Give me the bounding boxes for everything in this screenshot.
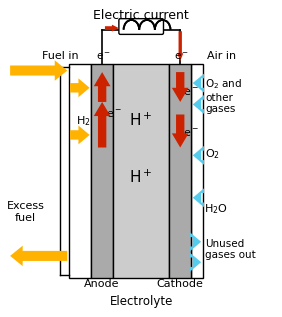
Bar bbox=[169, 64, 191, 278]
Bar bbox=[191, 64, 202, 278]
Text: H$^+$: H$^+$ bbox=[129, 169, 153, 186]
Text: e$^-$: e$^-$ bbox=[183, 87, 199, 98]
Bar bbox=[91, 64, 113, 278]
FancyArrow shape bbox=[177, 31, 183, 61]
Text: Unused
gases out: Unused gases out bbox=[205, 239, 256, 261]
Bar bbox=[69, 64, 91, 278]
Text: Electrolyte: Electrolyte bbox=[109, 295, 173, 308]
FancyArrow shape bbox=[94, 72, 111, 102]
FancyArrow shape bbox=[70, 78, 90, 97]
FancyArrow shape bbox=[70, 126, 90, 144]
Text: Cathode: Cathode bbox=[157, 280, 204, 289]
Text: Air in: Air in bbox=[208, 51, 237, 61]
FancyArrow shape bbox=[10, 60, 67, 81]
Bar bbox=[113, 64, 169, 278]
Text: e$^-$: e$^-$ bbox=[106, 109, 122, 120]
FancyArrow shape bbox=[10, 246, 67, 266]
Text: e$^-$: e$^-$ bbox=[183, 128, 199, 139]
Text: Excess
fuel: Excess fuel bbox=[6, 201, 44, 223]
Text: Electric current: Electric current bbox=[93, 9, 189, 22]
FancyArrow shape bbox=[190, 232, 201, 251]
Text: e$^-$: e$^-$ bbox=[96, 51, 111, 62]
Text: e$^-$: e$^-$ bbox=[174, 51, 189, 62]
FancyArrow shape bbox=[193, 95, 204, 114]
Text: O$_2$: O$_2$ bbox=[205, 147, 220, 161]
FancyArrow shape bbox=[190, 253, 201, 272]
FancyArrow shape bbox=[193, 74, 204, 93]
FancyArrow shape bbox=[94, 102, 111, 147]
Text: H$^+$: H$^+$ bbox=[129, 112, 153, 129]
Text: H$_2$O: H$_2$O bbox=[204, 202, 228, 216]
Text: Fuel in: Fuel in bbox=[42, 51, 79, 61]
FancyArrow shape bbox=[193, 146, 204, 165]
Text: Anode: Anode bbox=[84, 280, 120, 289]
FancyArrow shape bbox=[172, 72, 189, 102]
FancyArrow shape bbox=[105, 25, 119, 32]
FancyBboxPatch shape bbox=[119, 19, 164, 34]
FancyArrow shape bbox=[172, 114, 189, 147]
FancyArrow shape bbox=[193, 188, 204, 207]
Text: H$_2$: H$_2$ bbox=[76, 114, 90, 128]
Text: O$_2$ and
other
gases: O$_2$ and other gases bbox=[205, 77, 243, 114]
